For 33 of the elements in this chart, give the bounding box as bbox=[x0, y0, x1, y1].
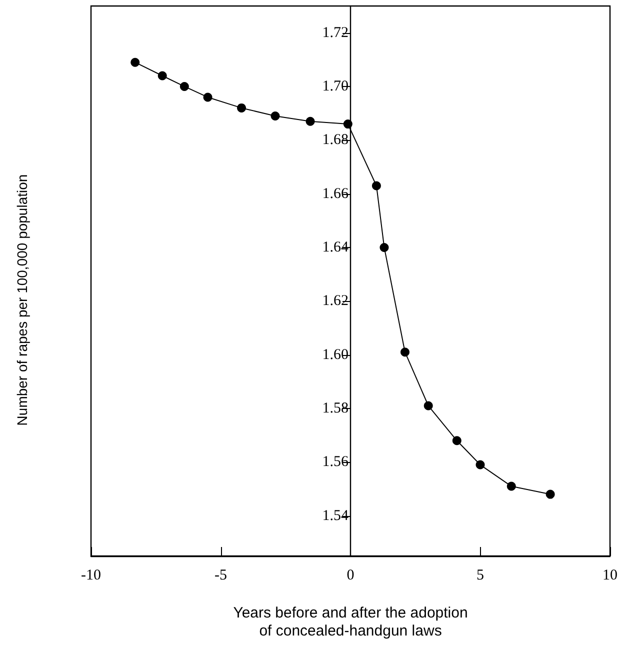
point bbox=[400, 348, 410, 357]
y-tick-label: 1.68 bbox=[322, 132, 348, 148]
y-axis-title: Number of rapes per 100,000 population bbox=[14, 174, 30, 426]
point bbox=[158, 71, 167, 80]
point bbox=[270, 112, 280, 120]
point bbox=[343, 120, 352, 129]
y-tick-label: 1.66 bbox=[322, 186, 349, 202]
y-tick-label: 1.64 bbox=[322, 239, 349, 256]
point bbox=[306, 116, 315, 126]
point bbox=[372, 181, 381, 190]
x-tick-label: 5 bbox=[476, 568, 484, 584]
x-tick-label: -10 bbox=[81, 568, 101, 584]
x-tick-label: 0 bbox=[346, 568, 354, 584]
point bbox=[237, 103, 246, 112]
point bbox=[380, 242, 389, 252]
x-tick-label: 10 bbox=[602, 568, 618, 584]
y-tick-label: 1.54 bbox=[322, 508, 349, 524]
point bbox=[130, 58, 140, 67]
point bbox=[546, 490, 555, 499]
point bbox=[424, 401, 433, 410]
y-tick-label: 1.70 bbox=[322, 78, 348, 94]
point bbox=[180, 82, 189, 91]
point bbox=[476, 460, 485, 470]
y-tick-label: 1.62 bbox=[322, 293, 348, 310]
point bbox=[452, 436, 462, 446]
y-tick-label: 1.60 bbox=[322, 346, 348, 363]
point bbox=[203, 92, 212, 102]
x-axis-title: Years before and after the adoption of concealed-handgun laws bbox=[233, 604, 468, 640]
y-tick-label: 1.56 bbox=[322, 454, 349, 470]
y-tick-label: 1.72 bbox=[322, 24, 348, 41]
x-tick-label: -5 bbox=[214, 568, 227, 584]
point bbox=[506, 482, 516, 491]
y-tick-label: 1.58 bbox=[322, 400, 348, 416]
